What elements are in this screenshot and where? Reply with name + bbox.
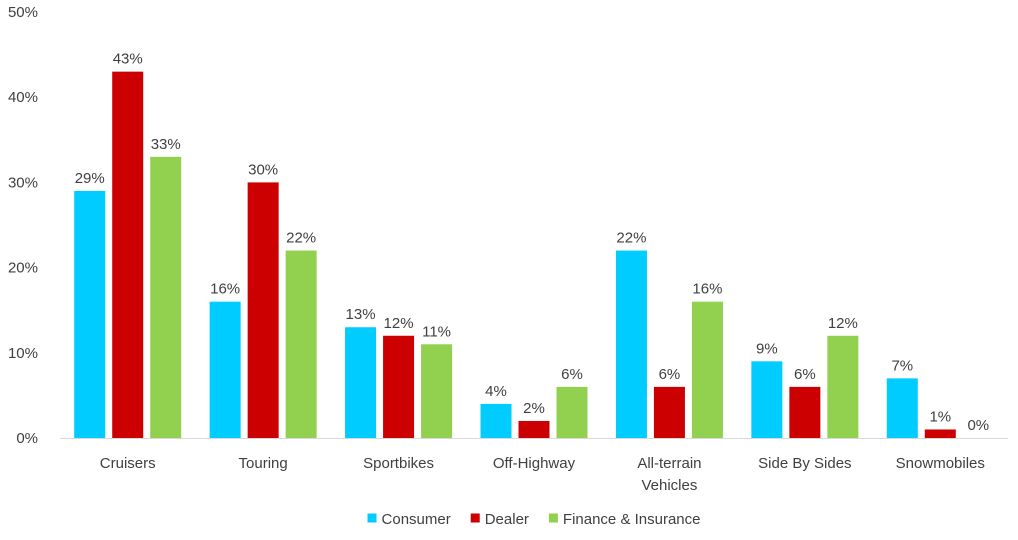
data-label: 6% bbox=[794, 366, 816, 383]
x-axis-labels: Cruisers Touring Sportbikes Off-Highway All-… bbox=[100, 455, 985, 494]
bar-finance-insurance bbox=[827, 335, 859, 438]
data-label: 33% bbox=[151, 136, 181, 153]
data-label: 0% bbox=[967, 417, 989, 434]
x-category-label: Cruisers bbox=[100, 455, 156, 472]
data-label: 11% bbox=[422, 323, 451, 340]
y-axis-ticks: 0% 10% 20% 30% 40% 50% bbox=[8, 4, 38, 447]
data-label: 6% bbox=[561, 366, 583, 383]
bar-consumer bbox=[480, 403, 512, 438]
bar-dealer bbox=[924, 429, 956, 438]
legend-swatch bbox=[548, 513, 558, 523]
data-label: 12% bbox=[828, 315, 858, 332]
bar-dealer bbox=[518, 420, 550, 438]
y-tick-label: 10% bbox=[8, 345, 38, 362]
bar-consumer bbox=[751, 361, 783, 438]
y-tick-label: 20% bbox=[8, 260, 38, 277]
legend-label: Dealer bbox=[485, 511, 529, 528]
bar-consumer bbox=[886, 378, 918, 438]
data-label: 16% bbox=[692, 281, 722, 298]
data-label: 12% bbox=[384, 315, 414, 332]
bar-finance-insurance bbox=[691, 301, 723, 438]
bar-consumer bbox=[74, 190, 106, 438]
y-tick-label: 0% bbox=[16, 430, 38, 447]
bar-dealer bbox=[789, 386, 821, 438]
bar-consumer bbox=[615, 250, 647, 438]
x-category-label: Snowmobiles bbox=[896, 455, 985, 472]
data-label: 9% bbox=[756, 340, 778, 357]
data-label: 22% bbox=[616, 230, 646, 247]
data-label: 22% bbox=[286, 230, 316, 247]
x-category-label: Sportbikes bbox=[363, 455, 434, 472]
x-category-label: Touring bbox=[239, 455, 288, 472]
bar-finance-insurance bbox=[150, 156, 182, 438]
data-label: 43% bbox=[113, 51, 143, 68]
bar-finance-insurance bbox=[556, 386, 588, 438]
data-label: 1% bbox=[929, 408, 951, 425]
data-label: 2% bbox=[523, 400, 545, 417]
bar-consumer bbox=[209, 301, 241, 438]
x-category-label: Side By Sides bbox=[758, 455, 851, 472]
bar-dealer bbox=[247, 182, 279, 438]
legend-label: Finance & Insurance bbox=[563, 511, 701, 528]
y-tick-label: 50% bbox=[8, 4, 38, 21]
data-label: 4% bbox=[485, 383, 507, 400]
data-labels: 29% 43% 33% 16% 30% 22% 13% 12% 11% 4% 2% 6% 22% 6% 16… bbox=[75, 51, 989, 434]
data-label: 6% bbox=[659, 366, 681, 383]
legend-item: Dealer bbox=[470, 511, 529, 528]
bars bbox=[74, 71, 956, 438]
legend-item: Finance & Insurance bbox=[548, 511, 701, 528]
legend-swatch bbox=[470, 513, 480, 523]
legend-item: Consumer bbox=[367, 511, 451, 528]
bar-finance-insurance bbox=[421, 344, 453, 438]
bar-consumer bbox=[345, 327, 377, 438]
bar-dealer bbox=[383, 335, 415, 438]
data-label: 13% bbox=[346, 306, 376, 323]
y-tick-label: 40% bbox=[8, 89, 38, 106]
data-label: 7% bbox=[891, 357, 913, 374]
bar-dealer bbox=[653, 386, 685, 438]
data-label: 30% bbox=[248, 161, 278, 178]
x-category-label: Off-Highway bbox=[493, 455, 576, 472]
legend: Consumer Dealer Finance & Insurance bbox=[367, 511, 701, 528]
bar-finance-insurance bbox=[285, 250, 317, 438]
data-label: 29% bbox=[75, 170, 105, 187]
legend-swatch bbox=[367, 513, 377, 523]
bar-dealer bbox=[112, 71, 144, 438]
legend-label: Consumer bbox=[382, 511, 451, 528]
data-label: 16% bbox=[210, 281, 240, 298]
x-category-label: All-terrain Vehicles bbox=[637, 455, 701, 494]
y-tick-label: 30% bbox=[8, 174, 38, 191]
